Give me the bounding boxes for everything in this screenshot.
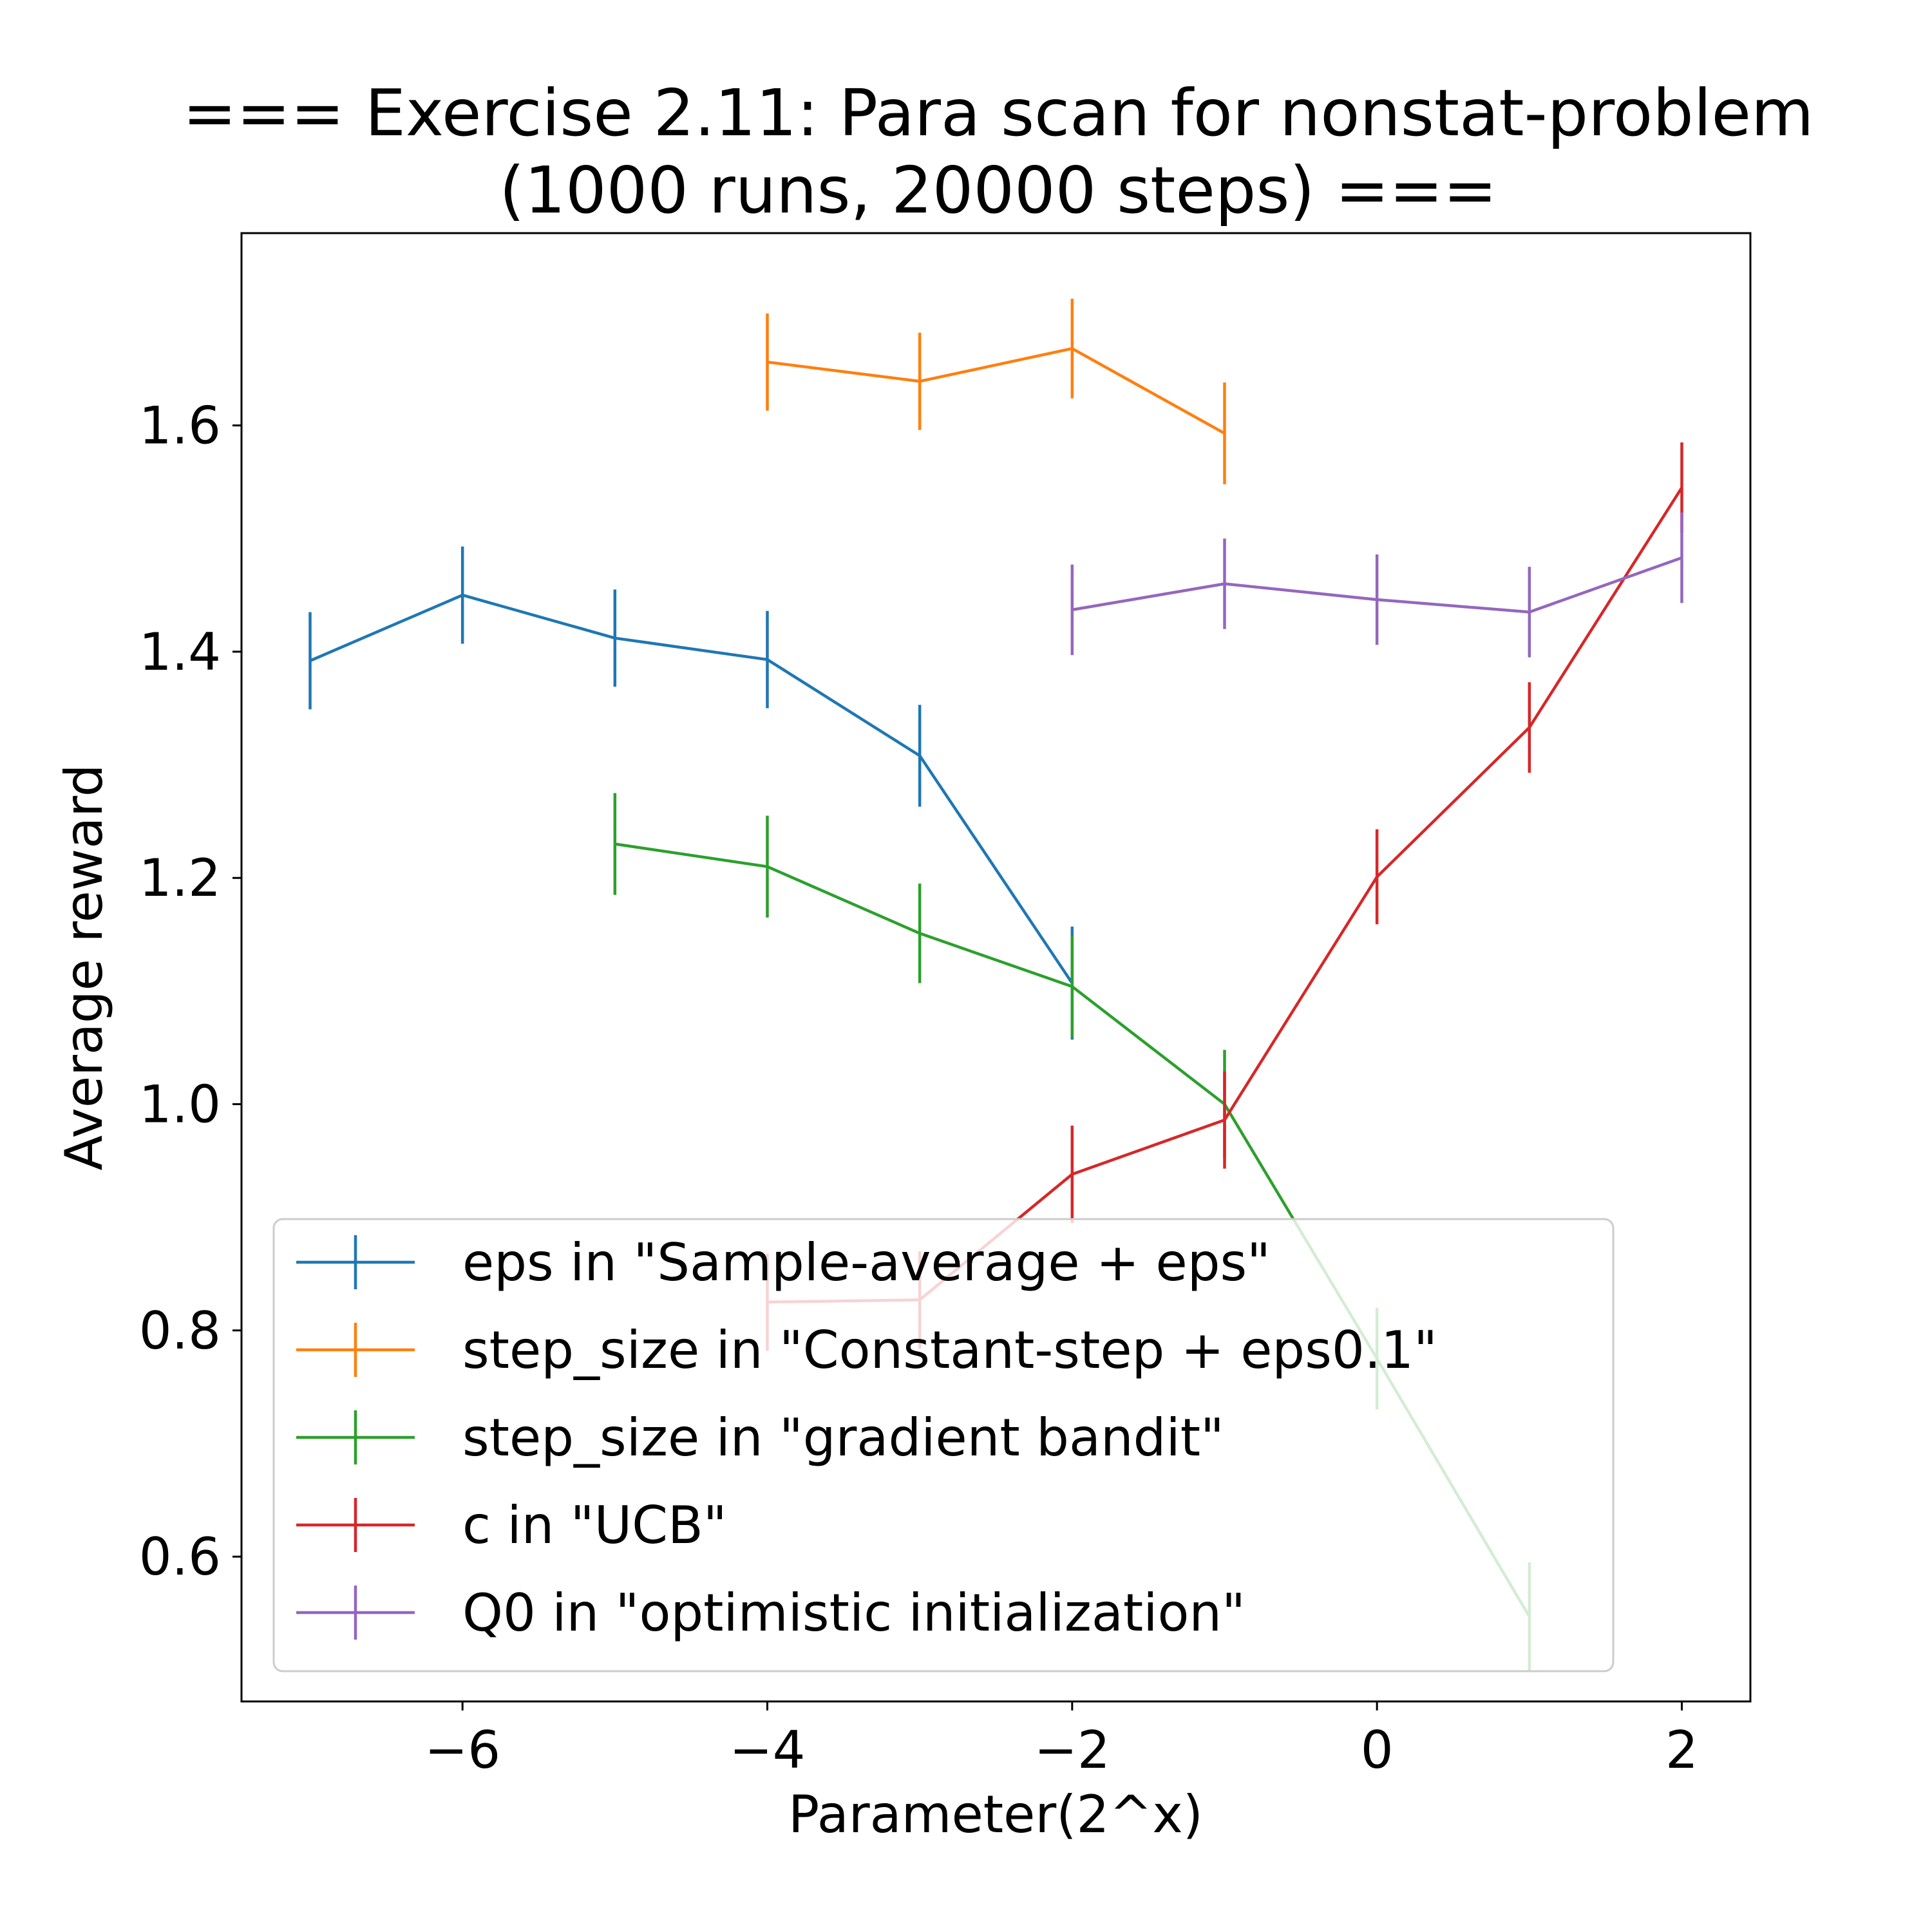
- x-axis-label: Parameter(2^x): [788, 1785, 1203, 1844]
- x-tick-label: −2: [1034, 1720, 1110, 1780]
- series-0-line: [309, 593, 1074, 984]
- x-tick-label: 2: [1665, 1720, 1698, 1780]
- axis-ticks: −6 −4 −2 0 2 0.6 0.8 1.0 1.2 1.4 1.6: [139, 396, 1698, 1780]
- legend-frame: [272, 1218, 1615, 1672]
- series-4: [1070, 512, 1683, 658]
- legend-label: Q0 in "optimistic initialization": [462, 1583, 1245, 1643]
- x-tick-label: −6: [424, 1720, 500, 1780]
- axes-frame: [240, 232, 1752, 1703]
- legend-entry-0: eps in "Sample-average + eps": [296, 1233, 1271, 1293]
- legend-entry-2: step_size in "gradient bandit": [296, 1408, 1224, 1468]
- legend-entry-3: c in "UCB": [296, 1495, 727, 1555]
- legend-entry-1: step_size in "Constant-step + eps0.1": [296, 1320, 1437, 1380]
- x-tick-label: −4: [730, 1720, 806, 1780]
- x-tick-label: 0: [1361, 1720, 1394, 1780]
- y-tick-label: 1.6: [139, 396, 221, 456]
- legend-label: step_size in "Constant-step + eps0.1": [462, 1320, 1437, 1380]
- legend-entry-4: Q0 in "optimistic initialization": [296, 1583, 1245, 1643]
- legend-label: c in "UCB": [462, 1495, 727, 1555]
- y-tick-label: 1.0: [139, 1075, 221, 1135]
- y-tick-label: 1.2: [139, 848, 221, 908]
- y-tick-label: 1.4: [139, 622, 221, 682]
- series-1-line: [767, 346, 1226, 435]
- y-tick-label: 0.6: [139, 1527, 221, 1587]
- chart-title-line-2: (1000 runs, 20000 steps) ===: [499, 153, 1497, 228]
- series-1: [766, 298, 1226, 484]
- y-tick-label: 0.8: [139, 1301, 221, 1361]
- legend-label: eps in "Sample-average + eps": [462, 1233, 1271, 1293]
- y-axis-label: Average reward: [54, 764, 114, 1170]
- legend: eps in "Sample-average + eps" step_size i…: [272, 1218, 1615, 1672]
- legend-label: step_size in "gradient bandit": [462, 1408, 1224, 1468]
- chart-title-line-1: === Exercise 2.11: Para scan for nonstat…: [183, 75, 1814, 151]
